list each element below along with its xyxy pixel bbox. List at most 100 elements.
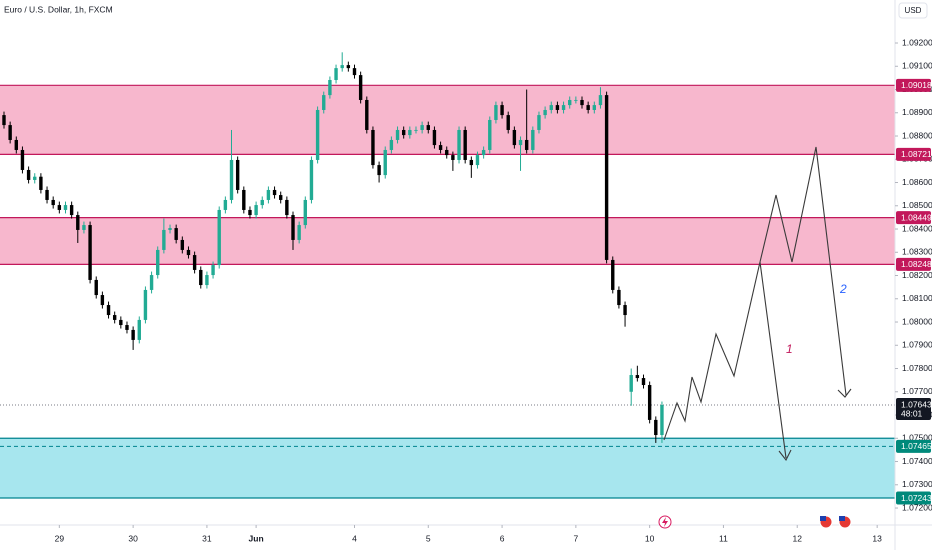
x-tick-label: 11	[719, 533, 728, 543]
candle-body	[186, 249, 191, 256]
candle-body	[205, 275, 209, 286]
price-label-box	[896, 491, 931, 505]
candle-body	[63, 205, 68, 210]
candle-body	[248, 209, 252, 216]
candle-body	[451, 155, 455, 160]
candle-body	[580, 99, 584, 106]
candle-body	[143, 289, 148, 320]
y-tick-label: 1.08900	[902, 107, 932, 117]
x-tick-label: 7	[573, 533, 578, 543]
candle-body	[524, 139, 529, 150]
candle-body	[481, 149, 486, 156]
candle-body	[279, 195, 283, 200]
candle-body	[309, 159, 314, 200]
event-icon	[662, 517, 668, 527]
candle-body	[611, 259, 615, 290]
y-tick-label: 1.08100	[902, 293, 932, 303]
x-tick-label: Jun	[249, 533, 264, 543]
candle-body	[543, 109, 547, 116]
candle-body	[457, 129, 461, 160]
projection-path	[759, 146, 847, 396]
candle-body	[604, 95, 609, 260]
candle-body	[512, 129, 517, 146]
candle-body	[168, 228, 172, 230]
candle-body	[82, 225, 86, 230]
price-label: 1.08248	[901, 259, 932, 269]
candle-body	[328, 79, 332, 96]
candle-body	[162, 229, 166, 250]
y-tick-label: 1.09200	[902, 37, 932, 47]
candle-body	[635, 375, 640, 379]
candle-body	[26, 169, 31, 180]
candle-body	[629, 375, 633, 392]
candle-body	[549, 105, 553, 110]
candle-body	[119, 319, 123, 326]
candle-body	[235, 159, 240, 190]
candle-body	[322, 95, 326, 110]
candle-body	[494, 105, 498, 120]
candle-body	[33, 176, 37, 180]
candle-body	[641, 378, 646, 386]
candle-body	[112, 315, 117, 320]
candle-body	[445, 149, 449, 156]
axis: 1.072001.073001.074001.075001.076001.077…	[55, 37, 932, 543]
candle-body	[623, 305, 627, 316]
chart-title: Euro / U.S. Dollar, 1h, FXCM	[4, 4, 113, 14]
candle-body	[592, 105, 597, 110]
x-tick-label: 13	[872, 533, 882, 543]
y-tick-label: 1.07800	[902, 363, 932, 373]
price-label: 1.07465	[901, 441, 932, 451]
candle-body	[463, 129, 467, 160]
price-label: 1.08721	[901, 149, 932, 159]
event-icon	[820, 516, 826, 521]
candle-body	[76, 215, 80, 230]
candle-body	[2, 115, 6, 126]
candle-body	[51, 199, 55, 206]
currency-button[interactable]	[898, 2, 928, 19]
candle-body	[432, 129, 437, 146]
candle-body	[574, 99, 578, 101]
x-tick-label: 10	[645, 533, 655, 543]
candle-body	[475, 155, 480, 166]
candle-body	[14, 139, 18, 150]
candle-body	[346, 65, 351, 69]
price-label-box	[896, 257, 931, 271]
candle-body	[500, 105, 504, 116]
candle-body	[260, 199, 264, 206]
price-label-box	[896, 439, 931, 453]
candle-body	[8, 125, 12, 140]
y-tick-label: 1.08200	[902, 270, 932, 280]
candle-body	[420, 125, 424, 130]
candle-body	[395, 129, 400, 140]
event-icon	[839, 516, 845, 521]
y-tick-label: 1.08400	[902, 223, 932, 233]
candle-body	[365, 99, 369, 130]
current-price-box	[896, 398, 931, 421]
candle-body	[223, 199, 228, 210]
candle-body	[315, 109, 320, 160]
candle-body	[531, 129, 535, 150]
candle-body	[303, 199, 308, 226]
x-tick-label: 31	[202, 533, 212, 543]
candle-body	[660, 405, 664, 436]
candle-body	[229, 159, 234, 200]
candle-body	[291, 215, 295, 240]
candle-body	[334, 68, 338, 80]
candle-body	[647, 385, 652, 420]
candle-body	[617, 289, 621, 306]
arrow-head	[837, 388, 852, 398]
zone	[0, 217, 895, 265]
zone	[0, 438, 895, 499]
candle-body	[506, 115, 510, 130]
candle-body	[199, 269, 203, 286]
annotation: 2	[839, 282, 847, 296]
projection-path	[663, 261, 787, 459]
y-tick-label: 1.07900	[902, 340, 932, 350]
x-tick-label: 5	[426, 533, 431, 543]
candle-body	[217, 209, 221, 266]
y-tick-label: 1.07400	[902, 456, 932, 466]
candle-body	[285, 199, 289, 216]
currency[interactable]: USD	[905, 6, 922, 15]
candle-body	[401, 129, 406, 136]
